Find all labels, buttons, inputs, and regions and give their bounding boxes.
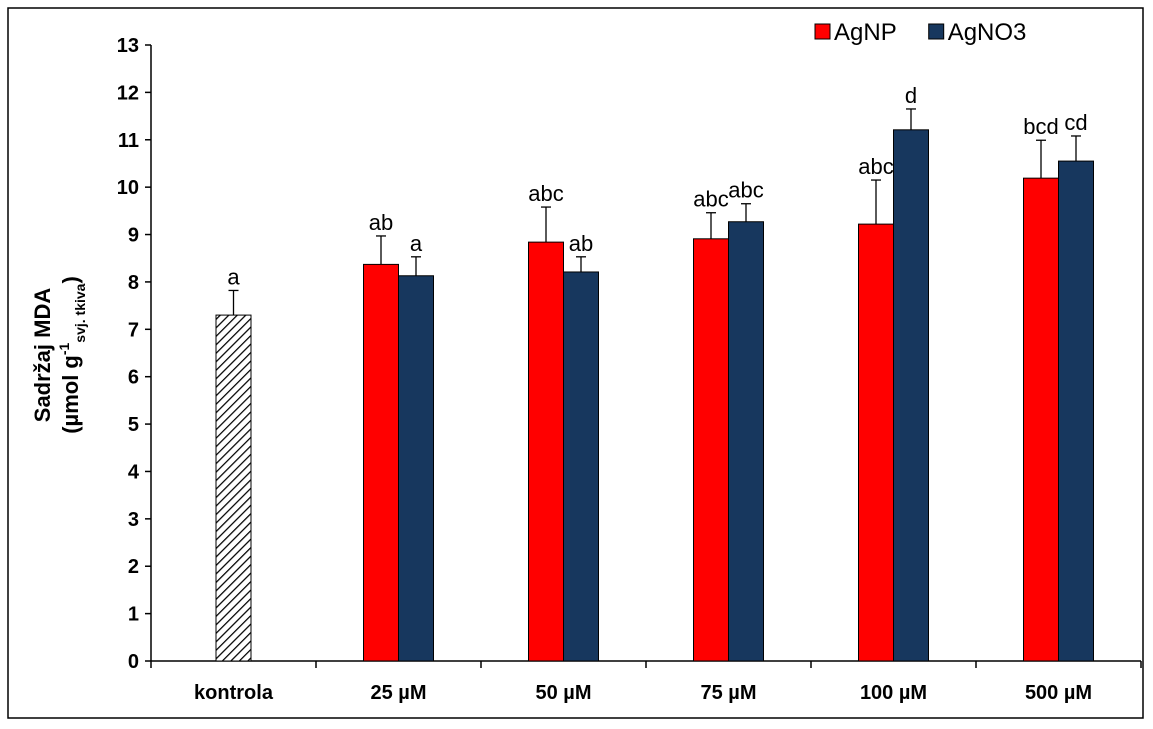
x-tick-label: 25 µM — [371, 682, 427, 704]
error-bar — [541, 206, 551, 243]
x-tick-label: 500 µM — [1025, 682, 1092, 704]
x-tick-label: kontrola — [194, 682, 274, 704]
x-tick-label: 100 µM — [860, 682, 927, 704]
error-bar — [706, 212, 716, 239]
significance-label: abc — [693, 187, 728, 212]
y-tick-label: 6 — [128, 367, 139, 389]
error-bar — [871, 179, 881, 225]
error-bar — [228, 289, 239, 316]
bar — [563, 271, 599, 662]
y-label-unit: (µmol g — [58, 355, 83, 434]
error-bar — [906, 108, 916, 130]
y-tick-label: 3 — [128, 509, 139, 531]
significance-label: bcd — [1023, 114, 1058, 139]
legend-swatch — [928, 23, 945, 40]
y-tick-label: 0 — [128, 651, 139, 673]
y-tick-label: 4 — [128, 461, 140, 483]
control-bar — [215, 314, 252, 662]
bar — [363, 263, 399, 662]
significance-label: abc — [858, 154, 893, 179]
legend-swatch — [814, 23, 831, 40]
y-tick-label: 8 — [128, 272, 139, 294]
y-tick-label: 9 — [128, 225, 139, 247]
bar — [728, 221, 764, 662]
significance-label: cd — [1064, 110, 1087, 135]
y-tick-label: 10 — [117, 177, 139, 199]
y-label-sub: svj. tkiva — [72, 283, 88, 342]
y-label-sup: -1 — [56, 342, 72, 355]
y-tick-label: 1 — [128, 604, 139, 626]
bar — [693, 238, 729, 662]
legend-item: AgNO3 — [928, 19, 1027, 46]
significance-label: abc — [528, 181, 563, 206]
legend-label: AgNO3 — [948, 19, 1027, 46]
bar — [528, 241, 564, 662]
x-tick-label: 50 µM — [536, 682, 592, 704]
error-bar — [741, 203, 751, 222]
significance-label: a — [410, 231, 423, 256]
significance-label: a — [227, 264, 240, 289]
y-tick-label: 2 — [128, 556, 139, 578]
bar — [1058, 160, 1094, 662]
bar — [398, 275, 434, 662]
error-bar — [376, 235, 386, 265]
error-bar — [1036, 139, 1046, 179]
error-bar — [1071, 135, 1081, 162]
legend-item: AgNP — [814, 19, 897, 46]
y-axis-title: Sadržaj MDA (µmol g-1svj. tkiva) — [30, 276, 88, 434]
bar — [858, 223, 894, 662]
significance-label: abc — [728, 178, 763, 203]
y-label-line2: (µmol g-1svj. tkiva) — [56, 276, 88, 434]
y-label-close: ) — [58, 276, 83, 283]
bar — [1023, 177, 1059, 662]
y-label-line1: Sadržaj MDA — [30, 288, 55, 423]
significance-label: d — [905, 83, 917, 108]
significance-label: ab — [369, 210, 393, 235]
x-tick-label: 75 µM — [701, 682, 757, 704]
legend-label: AgNP — [834, 19, 897, 46]
y-tick-label: 7 — [128, 319, 139, 341]
error-bar — [576, 256, 586, 272]
y-tick-label: 5 — [128, 414, 139, 436]
error-bar — [411, 256, 421, 276]
y-tick-label: 12 — [117, 82, 139, 104]
bar — [893, 129, 929, 662]
significance-label: ab — [569, 231, 593, 256]
y-tick-label: 13 — [117, 35, 139, 57]
y-tick-label: 11 — [118, 130, 139, 152]
